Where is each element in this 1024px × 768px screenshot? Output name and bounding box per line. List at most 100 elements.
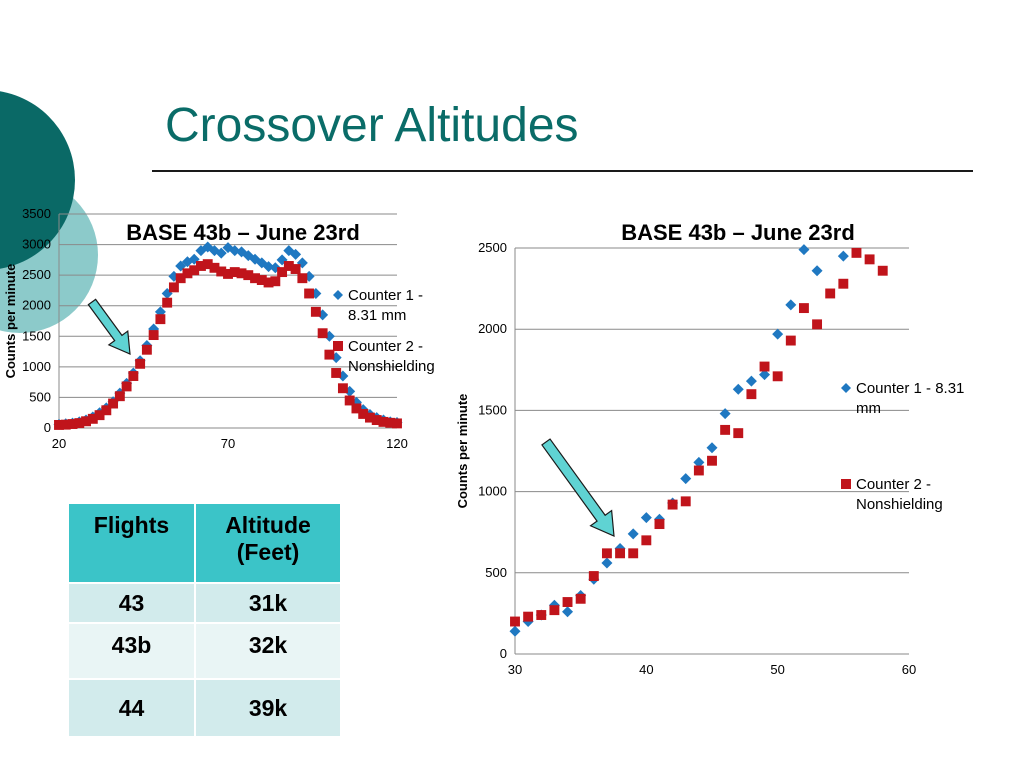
y-tick-label: 1000 <box>478 484 507 499</box>
x-tick-label: 40 <box>639 662 653 677</box>
data-point-counter-2 <box>693 465 704 476</box>
data-point-counter-2 <box>562 597 573 607</box>
data-point-counter-2 <box>74 418 85 429</box>
data-point-counter-2 <box>337 383 348 394</box>
data-point-counter-2 <box>229 267 240 278</box>
y-axis-label: Counts per minute <box>455 394 470 509</box>
data-point-counter-2 <box>615 548 626 559</box>
data-point-counter-2 <box>209 262 220 273</box>
chart-right: 0 500 1000 1500 2000 2500 30 40 50 60 BASE 43b – J… <box>455 220 964 677</box>
table-header-row: Flights Altitude (Feet) <box>67 502 342 584</box>
legend-marker-counter-2 <box>333 341 343 351</box>
data-point-counter-2 <box>720 424 731 435</box>
title-divider <box>152 170 973 172</box>
x-tick-label: 30 <box>508 662 522 677</box>
legend-label-2: Counter 2 - Nonshielding <box>348 338 435 375</box>
y-tick-label: 2000 <box>478 321 507 336</box>
data-point-counter-1 <box>798 244 810 256</box>
data-point-counter-1 <box>323 330 335 342</box>
table-cell: 39k <box>194 678 342 738</box>
data-point-counter-2 <box>277 267 288 278</box>
data-point-counter-2 <box>108 398 119 409</box>
data-point-counter-1 <box>269 262 281 274</box>
data-point-counter-1 <box>719 408 731 420</box>
data-point-counter-2 <box>135 358 146 369</box>
data-point-counter-1 <box>759 369 771 381</box>
data-point-counter-2 <box>250 273 260 284</box>
legend-marker-counter-1 <box>841 383 851 393</box>
data-point-counter-2 <box>667 499 678 510</box>
data-point-counter-2 <box>87 413 98 424</box>
x-tick-label: 60 <box>902 662 916 677</box>
data-point-counter-2 <box>168 282 179 293</box>
data-point-counter-2 <box>365 412 375 423</box>
data-point-counter-2 <box>378 416 389 427</box>
data-point-counter-2 <box>263 277 274 288</box>
data-point-counter-1 <box>202 241 214 253</box>
data-point-counter-2 <box>785 335 796 346</box>
data-point-counter-1 <box>772 328 784 340</box>
data-point-counter-1 <box>785 299 797 311</box>
y-tick-label: 2000 <box>22 298 51 313</box>
data-point-counter-2 <box>549 605 560 616</box>
table-row: 44 39k <box>67 678 342 738</box>
y-tick-label: 3500 <box>22 206 51 221</box>
data-point-counter-2 <box>189 265 200 276</box>
data-point-counter-1 <box>601 557 613 569</box>
legend-label-line: mm <box>856 400 881 417</box>
decor-circle-dark <box>0 91 75 269</box>
data-point-counter-2 <box>371 415 382 426</box>
data-point-counter-2 <box>256 275 267 285</box>
data-point-counter-2 <box>310 306 321 317</box>
data-point-counter-2 <box>54 419 64 430</box>
data-point-counter-2 <box>196 261 206 271</box>
data-point-counter-2 <box>114 391 125 402</box>
x-tick-label: 70 <box>221 436 235 451</box>
data-point-counter-2 <box>128 371 139 381</box>
header-altitude: Altitude (Feet) <box>194 502 342 584</box>
data-point-counter-2 <box>351 403 362 414</box>
data-point-counter-1 <box>175 260 187 272</box>
data-point-counter-1 <box>706 442 718 454</box>
data-point-counter-2 <box>385 417 396 428</box>
data-point-counter-2 <box>510 616 520 627</box>
data-point-counter-1 <box>263 261 275 273</box>
legend-label-line: Counter 2 - <box>856 476 931 493</box>
data-point-counter-2 <box>825 288 836 299</box>
data-point-counter-2 <box>523 611 534 622</box>
data-point-counter-2 <box>223 268 233 279</box>
data-point-counter-2 <box>67 419 78 429</box>
flights-table: Flights Altitude (Feet) 43 31k 43b 32k 4… <box>67 502 342 738</box>
chart-title: BASE 43b – June 23rd <box>126 220 360 245</box>
data-point-counter-1 <box>562 606 574 618</box>
legend-label-line: Nonshielding <box>348 358 435 375</box>
data-point-counter-2 <box>759 361 770 372</box>
y-tick-label: 0 <box>500 646 507 661</box>
y-tick-label: 1500 <box>22 328 51 343</box>
data-point-counter-2 <box>270 276 281 287</box>
table-cell: 43b <box>67 622 196 680</box>
data-point-counter-2 <box>772 371 783 382</box>
data-point-counter-2 <box>746 389 757 400</box>
data-point-counter-1 <box>837 250 849 262</box>
data-point-counter-1 <box>283 245 295 257</box>
data-point-counter-2 <box>94 410 105 421</box>
table-cell: 31k <box>194 582 342 624</box>
table-row: 43b 32k <box>67 622 342 680</box>
data-point-counter-2 <box>324 349 335 360</box>
data-point-counter-1 <box>249 253 261 265</box>
x-tick-label: 50 <box>770 662 784 677</box>
y-tick-label: 0 <box>44 420 51 435</box>
chart-left: 0 500 1000 1500 2000 2500 3000 3500 20 70 120 BASE … <box>3 206 435 451</box>
data-point-counter-1 <box>154 306 166 318</box>
data-point-counter-2 <box>175 273 186 284</box>
data-point-counter-1 <box>745 375 757 387</box>
y-tick-label: 500 <box>485 565 507 580</box>
data-point-counter-2 <box>838 278 849 289</box>
legend-label-line: Counter 1 - <box>348 287 423 304</box>
slide-decoration <box>0 91 98 333</box>
legend-label-1: Counter 1 - 8.31 mm <box>348 287 423 324</box>
data-point-counter-2 <box>121 381 132 392</box>
legend-label-1: Counter 1 - 8.31 mm <box>856 380 964 417</box>
y-tick-label: 2500 <box>22 267 51 282</box>
